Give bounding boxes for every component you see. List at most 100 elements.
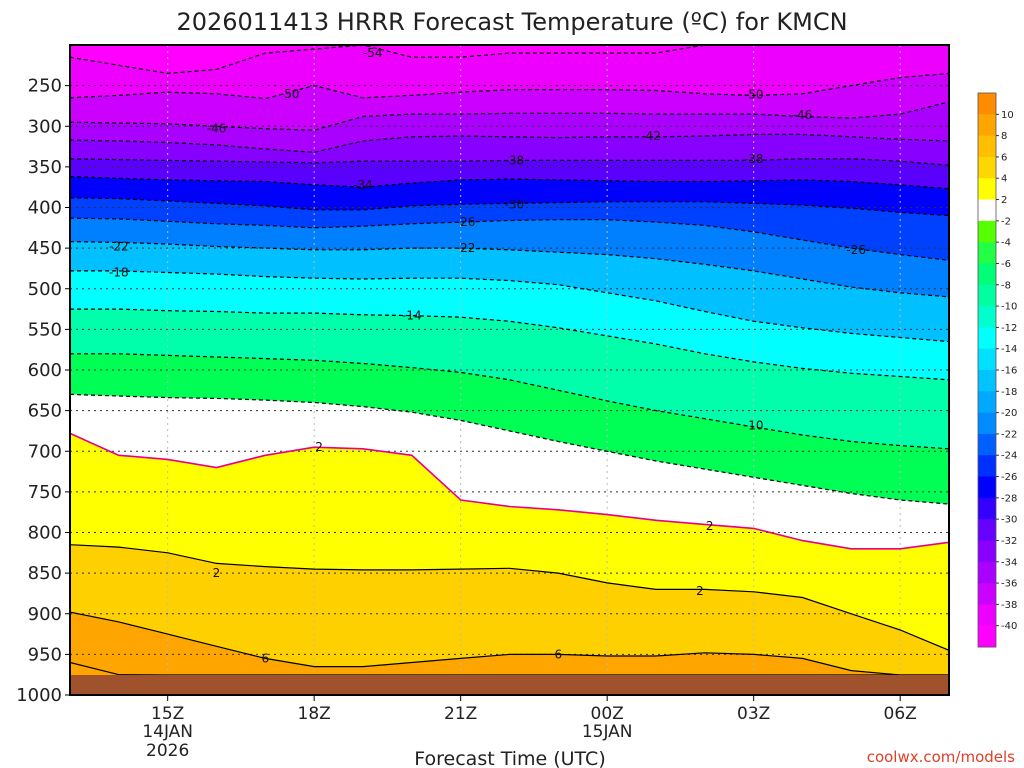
colorbar-label: -36 (1001, 579, 1017, 590)
contour-label: -26 (456, 215, 476, 229)
colorbar-label: -12 (1001, 323, 1017, 334)
colorbar-swatch (978, 497, 996, 520)
contour-label: -50 (744, 88, 764, 102)
contour-line--2 (70, 432, 949, 550)
colorbar-label: 6 (1001, 152, 1007, 163)
contour-line--6 (70, 393, 949, 505)
contour-label: -22 (109, 240, 129, 254)
colorbar-swatch (978, 561, 996, 584)
contour-line--10 (70, 353, 949, 450)
colorbar-label: -2 (1001, 216, 1011, 227)
contour-label: -46 (793, 108, 813, 122)
colorbar-swatch (978, 114, 996, 137)
colorbar-swatch (978, 348, 996, 371)
colorbar-label: -38 (1001, 600, 1017, 611)
y-tick-label: 1000 (16, 685, 62, 706)
contour-label: -14 (402, 309, 422, 323)
colorbar-swatch (978, 625, 996, 648)
x-tick-label: 00Z (591, 704, 624, 724)
colorbar-label: -4 (1001, 238, 1011, 249)
colorbar-label: -14 (1001, 344, 1017, 355)
y-tick-label: 700 (28, 441, 62, 462)
colorbar-label: -6 (1001, 259, 1011, 270)
contour-label: 6 (262, 651, 270, 665)
colorbar-swatch (978, 263, 996, 286)
x-tick-label: 03Z (737, 704, 770, 724)
contour-labels: -54 -50 -50 -46 -46 -42 -38 -38 -34 -30 -26 -26 -22 -… (109, 46, 866, 665)
contour-line-6 (70, 611, 949, 676)
y-tick-label: 900 (28, 604, 62, 625)
colorbar-label: 2 (1001, 195, 1007, 206)
y-tick-label: 300 (28, 116, 62, 137)
colorbar-swatch (978, 370, 996, 392)
colorbar-label: 10 (1001, 110, 1014, 121)
colorbar-label: -26 (1001, 472, 1017, 483)
y-tick-label: 650 (28, 401, 62, 422)
x-tick-year: 2026 (146, 741, 189, 761)
contour-label: -38 (505, 153, 525, 167)
colorbar-swatch (978, 455, 996, 478)
y-tick-label: 250 (28, 76, 62, 97)
contour-label: -34 (353, 178, 373, 192)
contour-label: 6 (555, 647, 563, 661)
x-axis-label: Forecast Time (UTC) (414, 748, 605, 768)
contour-line--14 (70, 308, 949, 381)
colorbar: 10 8 6 4 2 -2 -4 -6 -8 -10 -12 -14 -16 -18 -20 -22 -24 -2… (977, 92, 1017, 648)
y-tick-label: 800 (28, 523, 62, 544)
colorbar-label: -30 (1001, 515, 1017, 526)
colorbar-swatch (978, 519, 996, 541)
y-tick-label: 400 (28, 198, 62, 219)
contour-label: -38 (744, 152, 764, 166)
contour-label: 2 (315, 440, 323, 454)
contour-line--18 (70, 270, 949, 343)
y-tick-label: 500 (28, 279, 62, 300)
colorbar-label: -18 (1001, 387, 1017, 398)
colorbar-label: -22 (1001, 429, 1017, 440)
contour-label: -22 (456, 241, 476, 255)
contour-label: 2 (706, 519, 714, 533)
chart-title: 2026011413 HRRR Forecast Temperature (ºC… (176, 8, 847, 36)
colorbar-label: -16 (1001, 366, 1017, 377)
contour-label: -50 (280, 87, 300, 101)
y-tick-label: 950 (28, 644, 62, 665)
y-tick-label: 450 (28, 238, 62, 259)
colorbar-label: -24 (1001, 451, 1017, 462)
contour-line--54 (70, 45, 949, 75)
colorbar-swatch (978, 433, 996, 456)
colorbar-swatch (978, 583, 996, 605)
colorbar-swatch (978, 242, 996, 264)
y-tick-label: 350 (28, 157, 62, 178)
colorbar-label: -10 (1001, 302, 1017, 313)
contour-label: 2 (696, 584, 704, 598)
contour-lines (70, 45, 949, 676)
y-axis: 250 300 350 400 450 500 550 600 650 700 750 800 850 9… (16, 76, 70, 706)
colorbar-swatch (978, 93, 996, 115)
colorbar-swatch (978, 476, 996, 499)
colorbar-swatch (978, 199, 996, 222)
colorbar-swatch (978, 220, 996, 243)
colorbar-label: -20 (1001, 408, 1017, 419)
colorbar-swatch (978, 540, 996, 563)
contour-label: 2 (213, 566, 221, 580)
colorbar-swatch (978, 156, 996, 179)
y-tick-label: 600 (28, 360, 62, 381)
contour-label: -54 (363, 46, 383, 60)
y-tick-label: 550 (28, 319, 62, 340)
y-tick-label: 850 (28, 563, 62, 584)
contour-label: -10 (744, 418, 764, 432)
fill-band (70, 612, 949, 695)
contour-line--42 (70, 133, 949, 153)
contour-label: -26 (846, 243, 866, 257)
colorbar-label: 8 (1001, 131, 1007, 142)
colorbar-swatch (978, 391, 996, 414)
contour-label: -42 (641, 129, 661, 143)
colorbar-label: -40 (1001, 621, 1017, 632)
x-tick-label: 21Z (444, 704, 477, 724)
contour-label: -30 (505, 197, 525, 211)
colorbar-label: -28 (1001, 493, 1017, 504)
x-tick-label: 18Z (298, 704, 331, 724)
colorbar-swatch (978, 306, 996, 328)
contour-line--46 (70, 101, 949, 131)
